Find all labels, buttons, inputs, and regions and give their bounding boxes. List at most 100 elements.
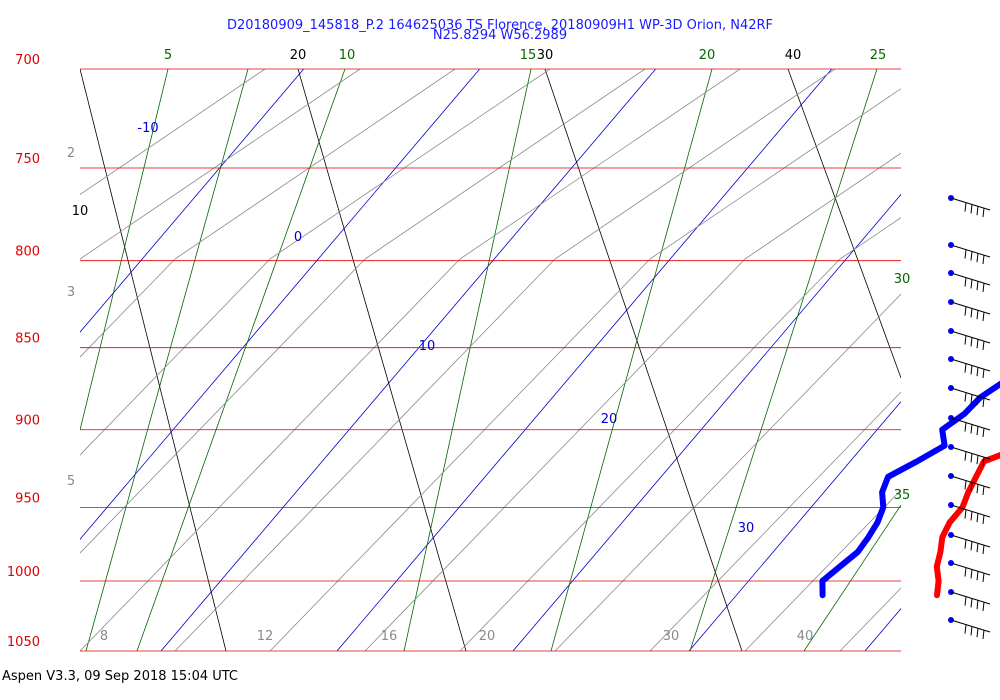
wind-barb-feather xyxy=(982,601,985,612)
moist-adiabat-label: 2 xyxy=(67,146,75,161)
wind-barb-feather xyxy=(982,456,985,467)
isotherm-label: 0 xyxy=(294,230,302,245)
pressure-label: 750 xyxy=(15,152,40,167)
chart-subtitle: N25.8294 W56.2989 xyxy=(433,28,567,43)
wind-barb xyxy=(948,617,991,640)
wind-barb-feather xyxy=(970,394,973,404)
wind-barb-feather xyxy=(964,335,967,345)
wind-barb xyxy=(948,560,991,583)
mixing-ratio-label: 10 xyxy=(339,48,356,63)
wind-barb-feather xyxy=(964,539,967,549)
dry-adiabat-line xyxy=(787,69,901,379)
wind-barb xyxy=(948,473,991,496)
moist-adiabat-label: 20 xyxy=(479,629,496,644)
wind-barb-feather xyxy=(970,569,973,579)
mixing-ratio-line xyxy=(136,69,346,651)
wind-barb-feather xyxy=(982,544,985,555)
isotherm-label: 30 xyxy=(738,521,755,536)
wind-barb-feather xyxy=(982,629,985,640)
pressure-label: 1050 xyxy=(7,635,40,650)
wind-barb xyxy=(948,444,991,467)
dry-adiabat-label: 10 xyxy=(72,204,89,219)
temperature-line xyxy=(933,452,1000,599)
isotherm-line xyxy=(688,400,901,651)
wind-barb-feather xyxy=(970,598,973,608)
mixing-ratio-line xyxy=(403,69,532,651)
moist-adiabat-label: 12 xyxy=(257,629,274,644)
wind-barb-feather xyxy=(982,485,985,496)
mixing-ratio-line xyxy=(80,69,169,431)
moist-adiabat-line xyxy=(744,152,901,260)
wind-barb-feather xyxy=(970,365,973,375)
wind-barb-feather xyxy=(970,626,973,636)
wind-barb-feather xyxy=(976,600,979,610)
wind-barb xyxy=(948,532,991,555)
moist-adiabat-line xyxy=(364,258,746,651)
wind-barb-feather xyxy=(976,628,979,638)
wind-barb-feather xyxy=(982,368,985,379)
wind-barb-feather xyxy=(982,311,985,322)
wind-barb xyxy=(948,502,991,525)
isotherm-label: -10 xyxy=(137,121,158,136)
wind-barb-feather xyxy=(964,202,967,212)
wind-barb xyxy=(948,270,991,293)
wind-barb-feather xyxy=(970,511,973,521)
moist-adiabat-line xyxy=(554,69,836,260)
wind-barb-feather xyxy=(970,251,973,261)
moist-adiabat-line xyxy=(459,258,841,651)
dry-adiabat-line xyxy=(80,69,227,651)
moist-adiabat-line xyxy=(80,259,81,260)
wind-barb-feather xyxy=(982,397,985,408)
moist-adiabat-line xyxy=(839,217,901,260)
moist-adiabat-line xyxy=(80,258,461,651)
wind-barb-feather xyxy=(970,482,973,492)
wind-barb-feather xyxy=(976,455,979,465)
moist-adiabat-line xyxy=(364,69,646,260)
mixing-ratio-line xyxy=(803,504,901,651)
moist-adiabat-line xyxy=(935,259,1000,651)
wind-barb xyxy=(948,415,991,438)
moist-adiabat-line xyxy=(80,258,271,456)
wind-barb-feather xyxy=(970,337,973,347)
isotherm-label: 10 xyxy=(419,339,436,354)
isotherm-line xyxy=(512,193,901,651)
pressure-label: 950 xyxy=(15,491,40,506)
mixing-ratio-line xyxy=(689,69,878,651)
wind-barb-feather xyxy=(970,453,973,463)
moist-adiabat-line xyxy=(80,69,266,196)
chart-title: D20180909_145818_P.2 164625036 TS Floren… xyxy=(227,18,773,33)
wind-barb xyxy=(948,385,991,408)
wind-barb-feather xyxy=(964,249,967,259)
wind-barb xyxy=(948,356,991,379)
wind-barb xyxy=(948,589,991,612)
mixing-ratio-label: 15 xyxy=(520,48,537,63)
moist-adiabat-line xyxy=(269,258,651,651)
moist-adiabat-label: 8 xyxy=(100,629,108,644)
wind-barb-feather xyxy=(982,514,985,525)
mixing-ratio-line xyxy=(85,69,249,651)
moist-adiabat-label: 16 xyxy=(381,629,398,644)
wind-barb-feather xyxy=(976,281,979,291)
wind-barb-feather xyxy=(982,207,985,218)
mixing-ratio-label: 5 xyxy=(164,48,172,63)
isobar-lines xyxy=(80,68,901,652)
wind-barb-feather xyxy=(976,484,979,494)
mixing-ratio-label: 35 xyxy=(894,488,911,503)
moist-adiabat-line xyxy=(459,69,741,260)
dry-adiabat-label: 30 xyxy=(537,48,554,63)
wind-barb-feather xyxy=(970,204,973,214)
pressure-label: 700 xyxy=(15,53,40,68)
moist-adiabat-line xyxy=(649,391,901,651)
pressure-axis-labels: 700 750 800 850 900 950 1000 1050 xyxy=(7,53,40,650)
wind-barb-feather xyxy=(964,306,967,316)
dry-adiabat-line xyxy=(297,69,467,651)
moist-adiabat-line xyxy=(174,258,556,651)
moist-adiabat-line xyxy=(554,293,901,651)
mixing-ratio-label: 20 xyxy=(699,48,716,63)
wind-barb-feather xyxy=(964,509,967,519)
moist-adiabat-line xyxy=(269,69,551,260)
wind-barb-feather xyxy=(970,541,973,551)
moist-adiabat-label: 5 xyxy=(67,474,75,489)
wind-barb-feather xyxy=(982,572,985,583)
